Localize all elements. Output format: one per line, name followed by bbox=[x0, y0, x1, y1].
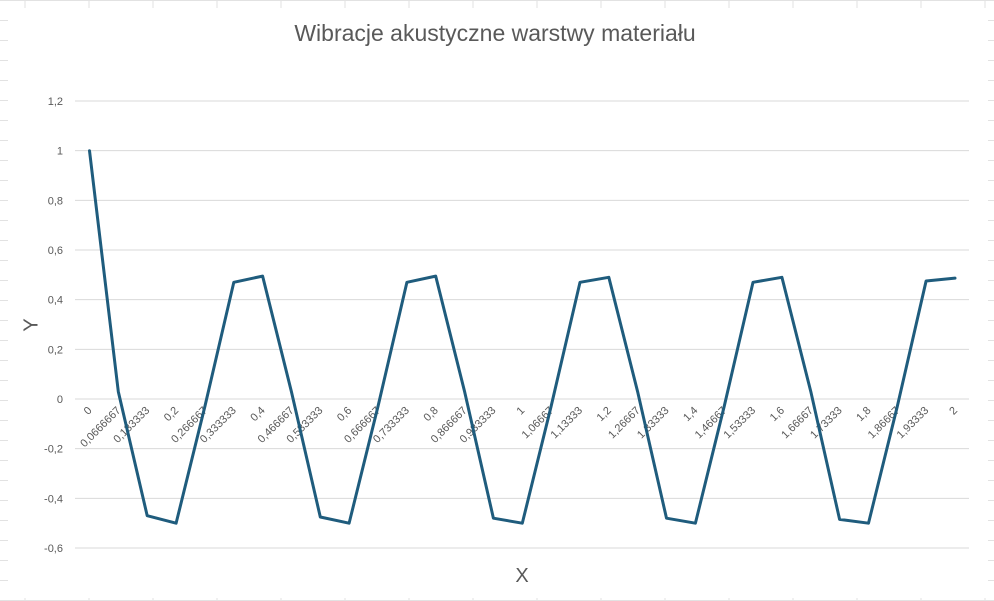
y-tick-label: 0,8 bbox=[48, 195, 63, 207]
y-tick-label: 1,2 bbox=[48, 96, 63, 108]
y-tick-label: 0,4 bbox=[48, 295, 63, 307]
y-tick-label: -0,2 bbox=[44, 444, 63, 456]
y-tick-label: 1 bbox=[57, 146, 63, 158]
series-line[interactable] bbox=[88, 149, 957, 525]
series-layer bbox=[88, 149, 957, 525]
y-tick-label: -0,6 bbox=[44, 543, 63, 555]
chart-background bbox=[8, 8, 988, 598]
y-tick-label: -0,4 bbox=[44, 493, 63, 505]
chart-title: Wibracje akustyczne warstwy materiału bbox=[294, 20, 695, 46]
y-axis-title: Y bbox=[20, 318, 42, 331]
y-tick-label: 0,2 bbox=[48, 344, 63, 356]
y-axis-tick-labels: 1,2 1 0,8 0,6 0,4 0,2 0 -0,2 -0,4 -0,6 bbox=[44, 96, 63, 555]
y-tick-label: 0,6 bbox=[48, 245, 63, 257]
y-tick-label: 0 bbox=[57, 394, 63, 406]
gridlines bbox=[75, 100, 969, 549]
x-axis-title: X bbox=[515, 565, 528, 587]
